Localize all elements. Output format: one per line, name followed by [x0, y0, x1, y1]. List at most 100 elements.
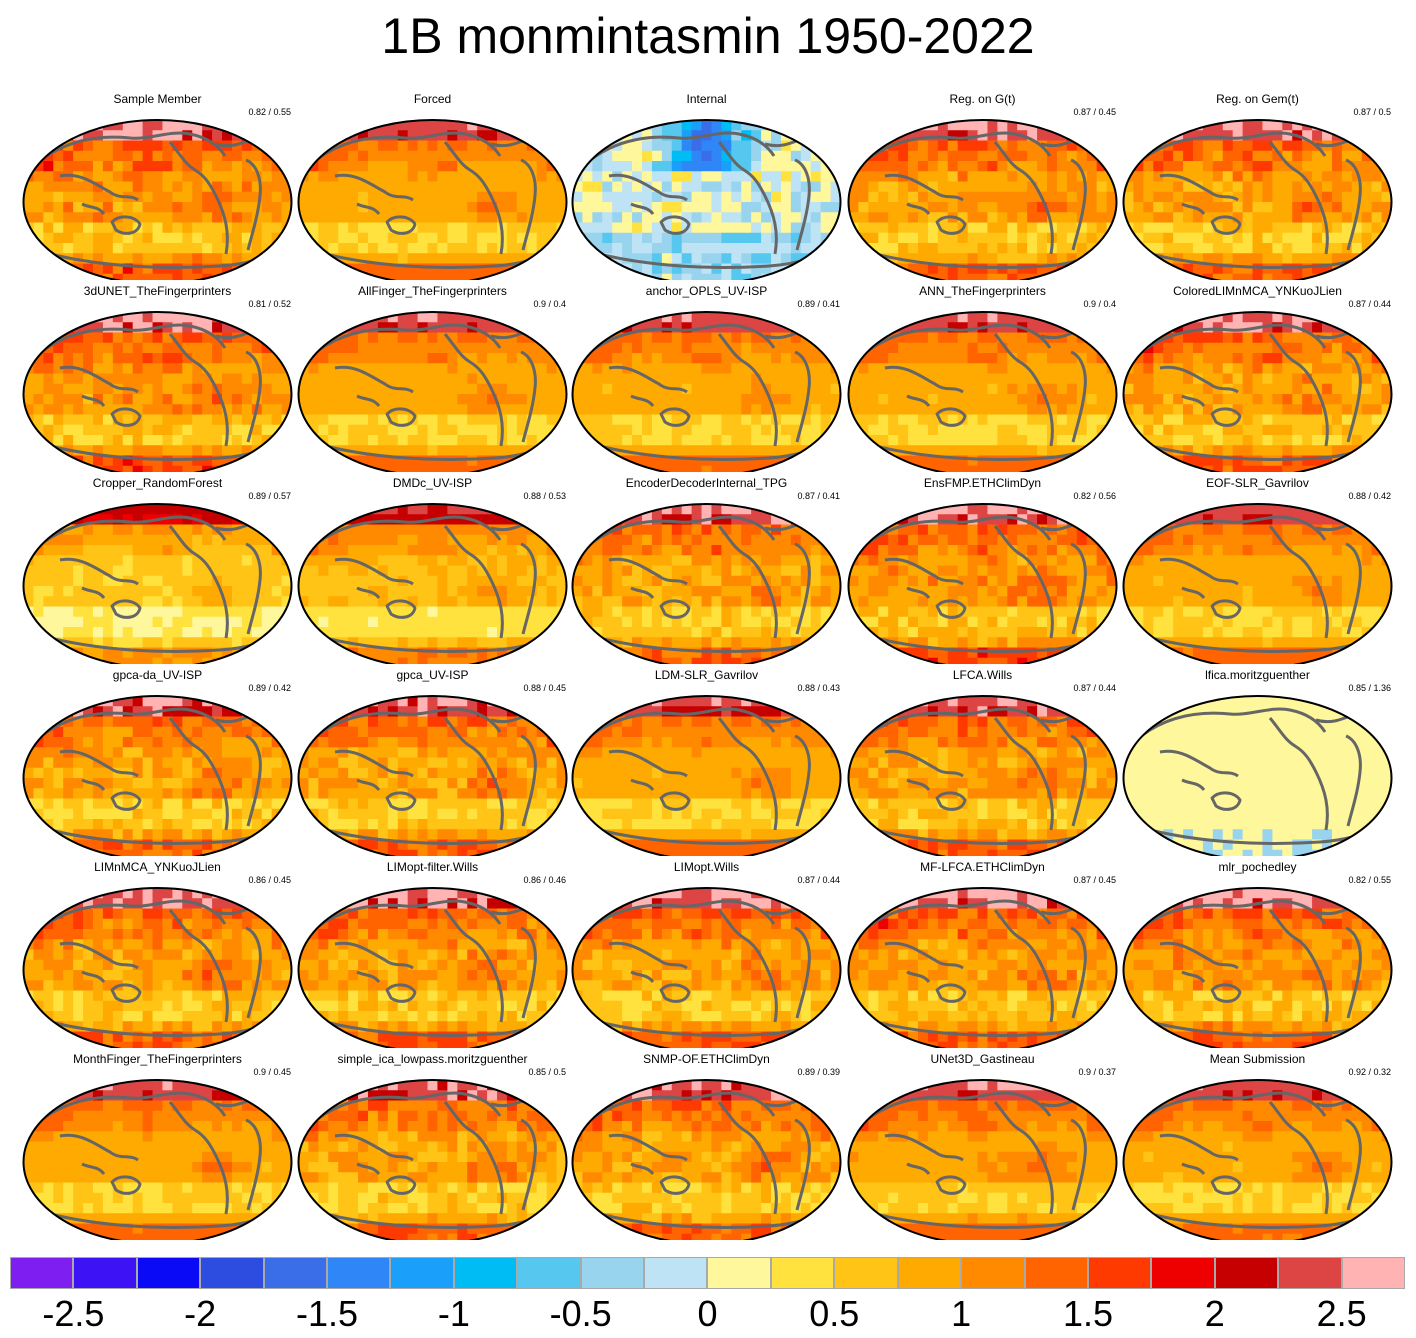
colorbar-tick-label: -2 — [184, 1293, 217, 1334]
panel-title: mlr_pochedley — [1218, 860, 1297, 874]
map-panel: mlr_pochedley 0.82 / 0.55 — [1120, 860, 1395, 1048]
panel-title: Sample Member — [113, 92, 202, 106]
colorbar-swatch — [327, 1257, 391, 1289]
map-outline — [571, 119, 842, 280]
coastline — [35, 131, 283, 269]
map-panel: LIMnMCA_YNKuoJLien 0.86 / 0.45 — [20, 860, 295, 1048]
map-outline — [1122, 119, 1393, 280]
panel-score: 0.88 / 0.43 — [797, 683, 840, 693]
panel-title: UNet3D_Gastineau — [930, 1052, 1035, 1066]
temperature-field — [1123, 888, 1392, 1048]
map-outline — [571, 695, 842, 856]
panel-title: 3dUNET_TheFingerprinters — [83, 284, 232, 298]
panel-score: 0.87 / 0.44 — [1348, 299, 1391, 309]
world-map — [847, 1079, 1118, 1240]
panel-score: 0.87 / 0.44 — [1073, 683, 1116, 693]
map-panel: Sample Member 0.82 / 0.55 — [20, 92, 295, 280]
panel-title: DMDc_UV-ISP — [392, 476, 473, 490]
map-outline — [22, 1079, 293, 1240]
colorbar-swatch — [200, 1257, 264, 1289]
world-map — [847, 119, 1118, 280]
map-outline — [571, 1079, 842, 1240]
colorbar-swatch — [580, 1257, 645, 1289]
coastline — [1135, 707, 1383, 845]
world-map — [847, 887, 1118, 1048]
map-panel: gpca-da_UV-ISP 0.89 / 0.42 — [20, 668, 295, 856]
panel-title: lfica.moritzguenther — [1205, 668, 1310, 682]
coastline — [860, 131, 1108, 269]
map-panel: Mean Submission 0.92 / 0.32 — [1120, 1052, 1395, 1240]
panel-score: 0.82 / 0.55 — [1348, 875, 1391, 885]
world-map — [571, 119, 842, 280]
panel-score: 0.9 / 0.45 — [253, 1067, 291, 1077]
map-panel: SNMP-OF.ETHClimDyn 0.89 / 0.39 — [569, 1052, 844, 1240]
colorbar-swatch — [707, 1257, 771, 1289]
colorbar-swatch — [517, 1257, 581, 1289]
temperature-field — [572, 696, 841, 856]
panel-score: 0.87 / 0.5 — [1353, 107, 1391, 117]
map-outline — [571, 311, 842, 472]
map-outline — [297, 119, 568, 280]
map-outline — [847, 503, 1118, 664]
map-panel: LDM-SLR_Gavrilov 0.88 / 0.43 — [569, 668, 844, 856]
map-outline — [847, 119, 1118, 280]
world-map — [22, 119, 293, 280]
colorbar-swatch — [10, 1257, 74, 1289]
colorbar-swatch — [1087, 1257, 1152, 1289]
panel-title: MonthFinger_TheFingerprinters — [73, 1052, 242, 1066]
world-map — [22, 887, 293, 1048]
map-outline — [297, 1079, 568, 1240]
world-map — [1122, 887, 1393, 1048]
map-outline — [297, 311, 568, 472]
panel-title: ColoredLIMnMCA_YNKuoJLien — [1173, 284, 1342, 298]
panel-title: LIMopt.Wills — [673, 860, 740, 874]
panel-score: 0.9 / 0.4 — [1083, 299, 1116, 309]
panel-title: LIMopt-filter.Wills — [386, 860, 479, 874]
panel-score: 0.9 / 0.4 — [533, 299, 566, 309]
panel-score: 0.89 / 0.41 — [797, 299, 840, 309]
panel-score: 0.85 / 0.5 — [528, 1067, 566, 1077]
map-outline — [847, 887, 1118, 1048]
colorbar-tick-label: -0.5 — [549, 1293, 612, 1334]
panel-title: SNMP-OF.ETHClimDyn — [643, 1052, 770, 1066]
panel-title: AllFinger_TheFingerprinters — [358, 284, 507, 298]
colorbar-tick-label: 2.5 — [1316, 1293, 1367, 1334]
panel-score: 0.86 / 0.46 — [523, 875, 566, 885]
panel-title: Cropper_RandomForest — [92, 476, 223, 490]
panel-score: 0.88 / 0.45 — [523, 683, 566, 693]
colorbar-swatch — [1214, 1257, 1279, 1289]
world-map — [297, 1079, 568, 1240]
panel-score: 0.9 / 0.37 — [1078, 1067, 1116, 1077]
colorbar-swatch — [1278, 1257, 1342, 1289]
colorbar-tick-label: 1 — [951, 1293, 972, 1334]
map-panel-grid: Sample Member 0.82 / 0.55 Forced Internal Re… — [20, 92, 1395, 1240]
colorbar-tick-label: -1.5 — [295, 1293, 359, 1334]
panel-title: EnsFMP.ETHClimDyn — [923, 476, 1042, 490]
colorbar-tick-label: 0.5 — [809, 1293, 860, 1334]
map-panel: Forced — [295, 92, 570, 280]
world-map — [847, 503, 1118, 664]
colorbar-swatch — [1024, 1257, 1088, 1289]
map-outline — [297, 503, 568, 664]
map-panel: AllFinger_TheFingerprinters 0.9 / 0.4 — [295, 284, 570, 472]
colorbar — [10, 1257, 1405, 1291]
colorbar-swatch — [897, 1257, 962, 1289]
panel-score: 0.87 / 0.45 — [1073, 107, 1116, 117]
map-panel: DMDc_UV-ISP 0.88 / 0.53 — [295, 476, 570, 664]
panel-score: 0.87 / 0.41 — [797, 491, 840, 501]
colorbar-swatch — [961, 1257, 1025, 1289]
map-outline — [1122, 695, 1393, 856]
map-panel: Cropper_RandomForest 0.89 / 0.57 — [20, 476, 295, 664]
panel-title: Reg. on G(t) — [949, 92, 1016, 106]
map-panel: simple_ica_lowpass.moritzguenther 0.85 / … — [295, 1052, 570, 1240]
map-panel: 3dUNET_TheFingerprinters 0.81 / 0.52 — [20, 284, 295, 472]
map-panel: anchor_OPLS_UV-ISP 0.89 / 0.41 — [569, 284, 844, 472]
coastline — [35, 1091, 283, 1229]
map-panel: EOF-SLR_Gavrilov 0.88 / 0.42 — [1120, 476, 1395, 664]
temperature-field — [298, 120, 567, 280]
world-map — [22, 503, 293, 664]
colorbar-swatch — [263, 1257, 328, 1289]
panel-title: Reg. on Gem(t) — [1216, 92, 1299, 106]
colorbar-tick-label: -2.5 — [42, 1293, 105, 1334]
map-panel: gpca_UV-ISP 0.88 / 0.45 — [295, 668, 570, 856]
